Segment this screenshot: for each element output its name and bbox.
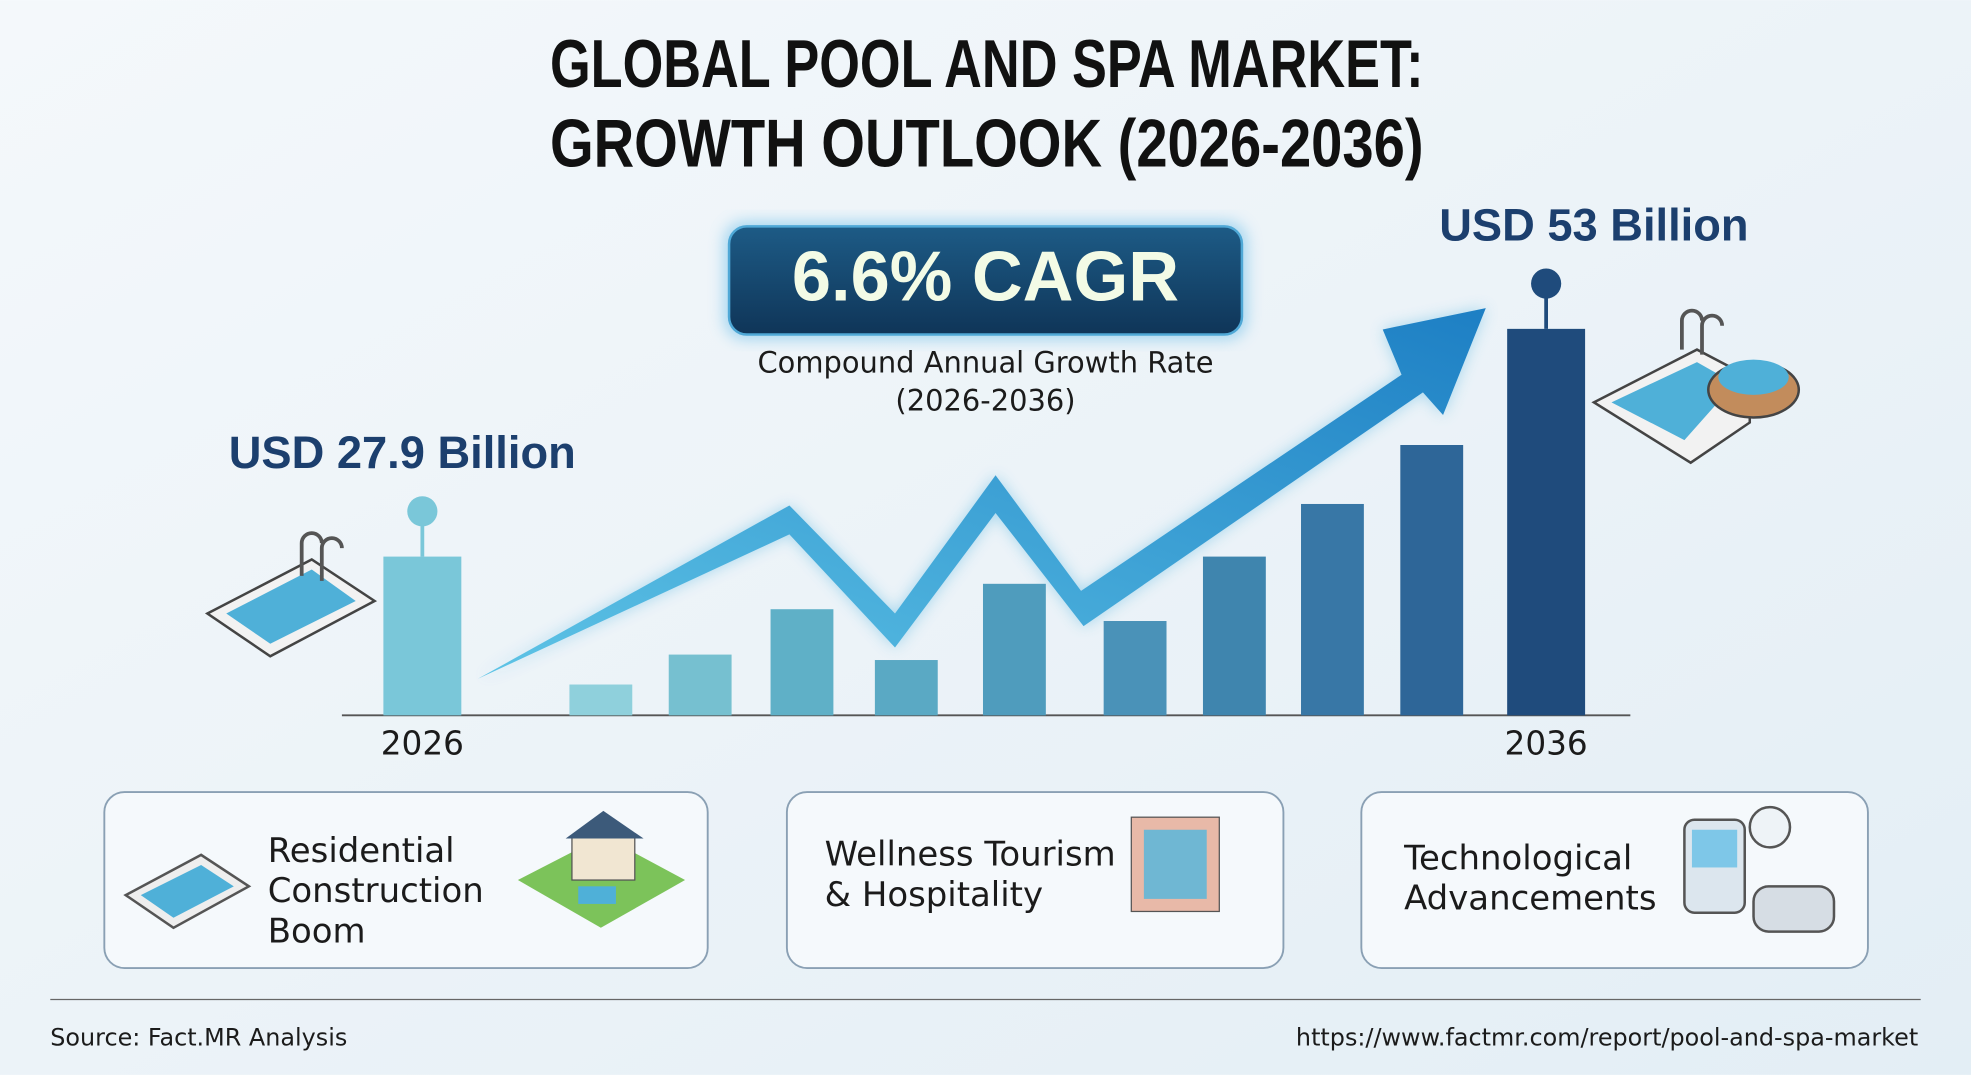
driver-text: Construction	[268, 872, 484, 911]
bar	[1400, 444, 1464, 716]
x-tick-label: 2026	[381, 725, 464, 763]
cagr-caption: Compound Annual Growth Rate	[757, 346, 1213, 380]
pin-head	[1531, 268, 1562, 299]
bar	[982, 583, 1046, 716]
x-tick-label: 2036	[1505, 725, 1588, 763]
driver-text: & Hospitality	[825, 876, 1043, 915]
driver-text: Wellness Tourism	[825, 836, 1116, 875]
value-label: USD 53 Billion	[1439, 199, 1748, 250]
bar	[1507, 328, 1586, 716]
driver-text: Advancements	[1404, 880, 1656, 919]
bar	[383, 556, 462, 716]
cagr-headline: 6.6% CAGR	[792, 236, 1179, 315]
title-line: GROWTH OUTLOOK (2026-2036)	[550, 106, 1424, 181]
driver-text: Technological	[1403, 839, 1632, 878]
driver-card	[103, 791, 709, 969]
driver-text: Boom	[268, 912, 366, 951]
bar	[770, 609, 834, 716]
driver-text: Residential	[268, 832, 455, 871]
url: https://www.factmr.com/report/pool-and-s…	[1296, 1023, 1918, 1051]
title-line: GLOBAL POOL AND SPA MARKET:	[550, 27, 1424, 102]
bar	[569, 684, 633, 716]
bar	[668, 654, 732, 716]
spa-icon	[1591, 308, 1801, 465]
bar	[1202, 556, 1266, 716]
cagr-badge	[727, 225, 1244, 336]
bar	[874, 660, 938, 716]
card-icon	[123, 805, 1836, 933]
source: Source: Fact.MR Analysis	[50, 1023, 347, 1051]
pin-head	[407, 496, 438, 527]
bar	[1103, 621, 1167, 716]
pool-icon	[204, 531, 378, 658]
cagr-caption: (2026-2036)	[895, 383, 1075, 417]
value-label: USD 27.9 Billion	[229, 427, 576, 478]
bar	[1301, 503, 1364, 716]
